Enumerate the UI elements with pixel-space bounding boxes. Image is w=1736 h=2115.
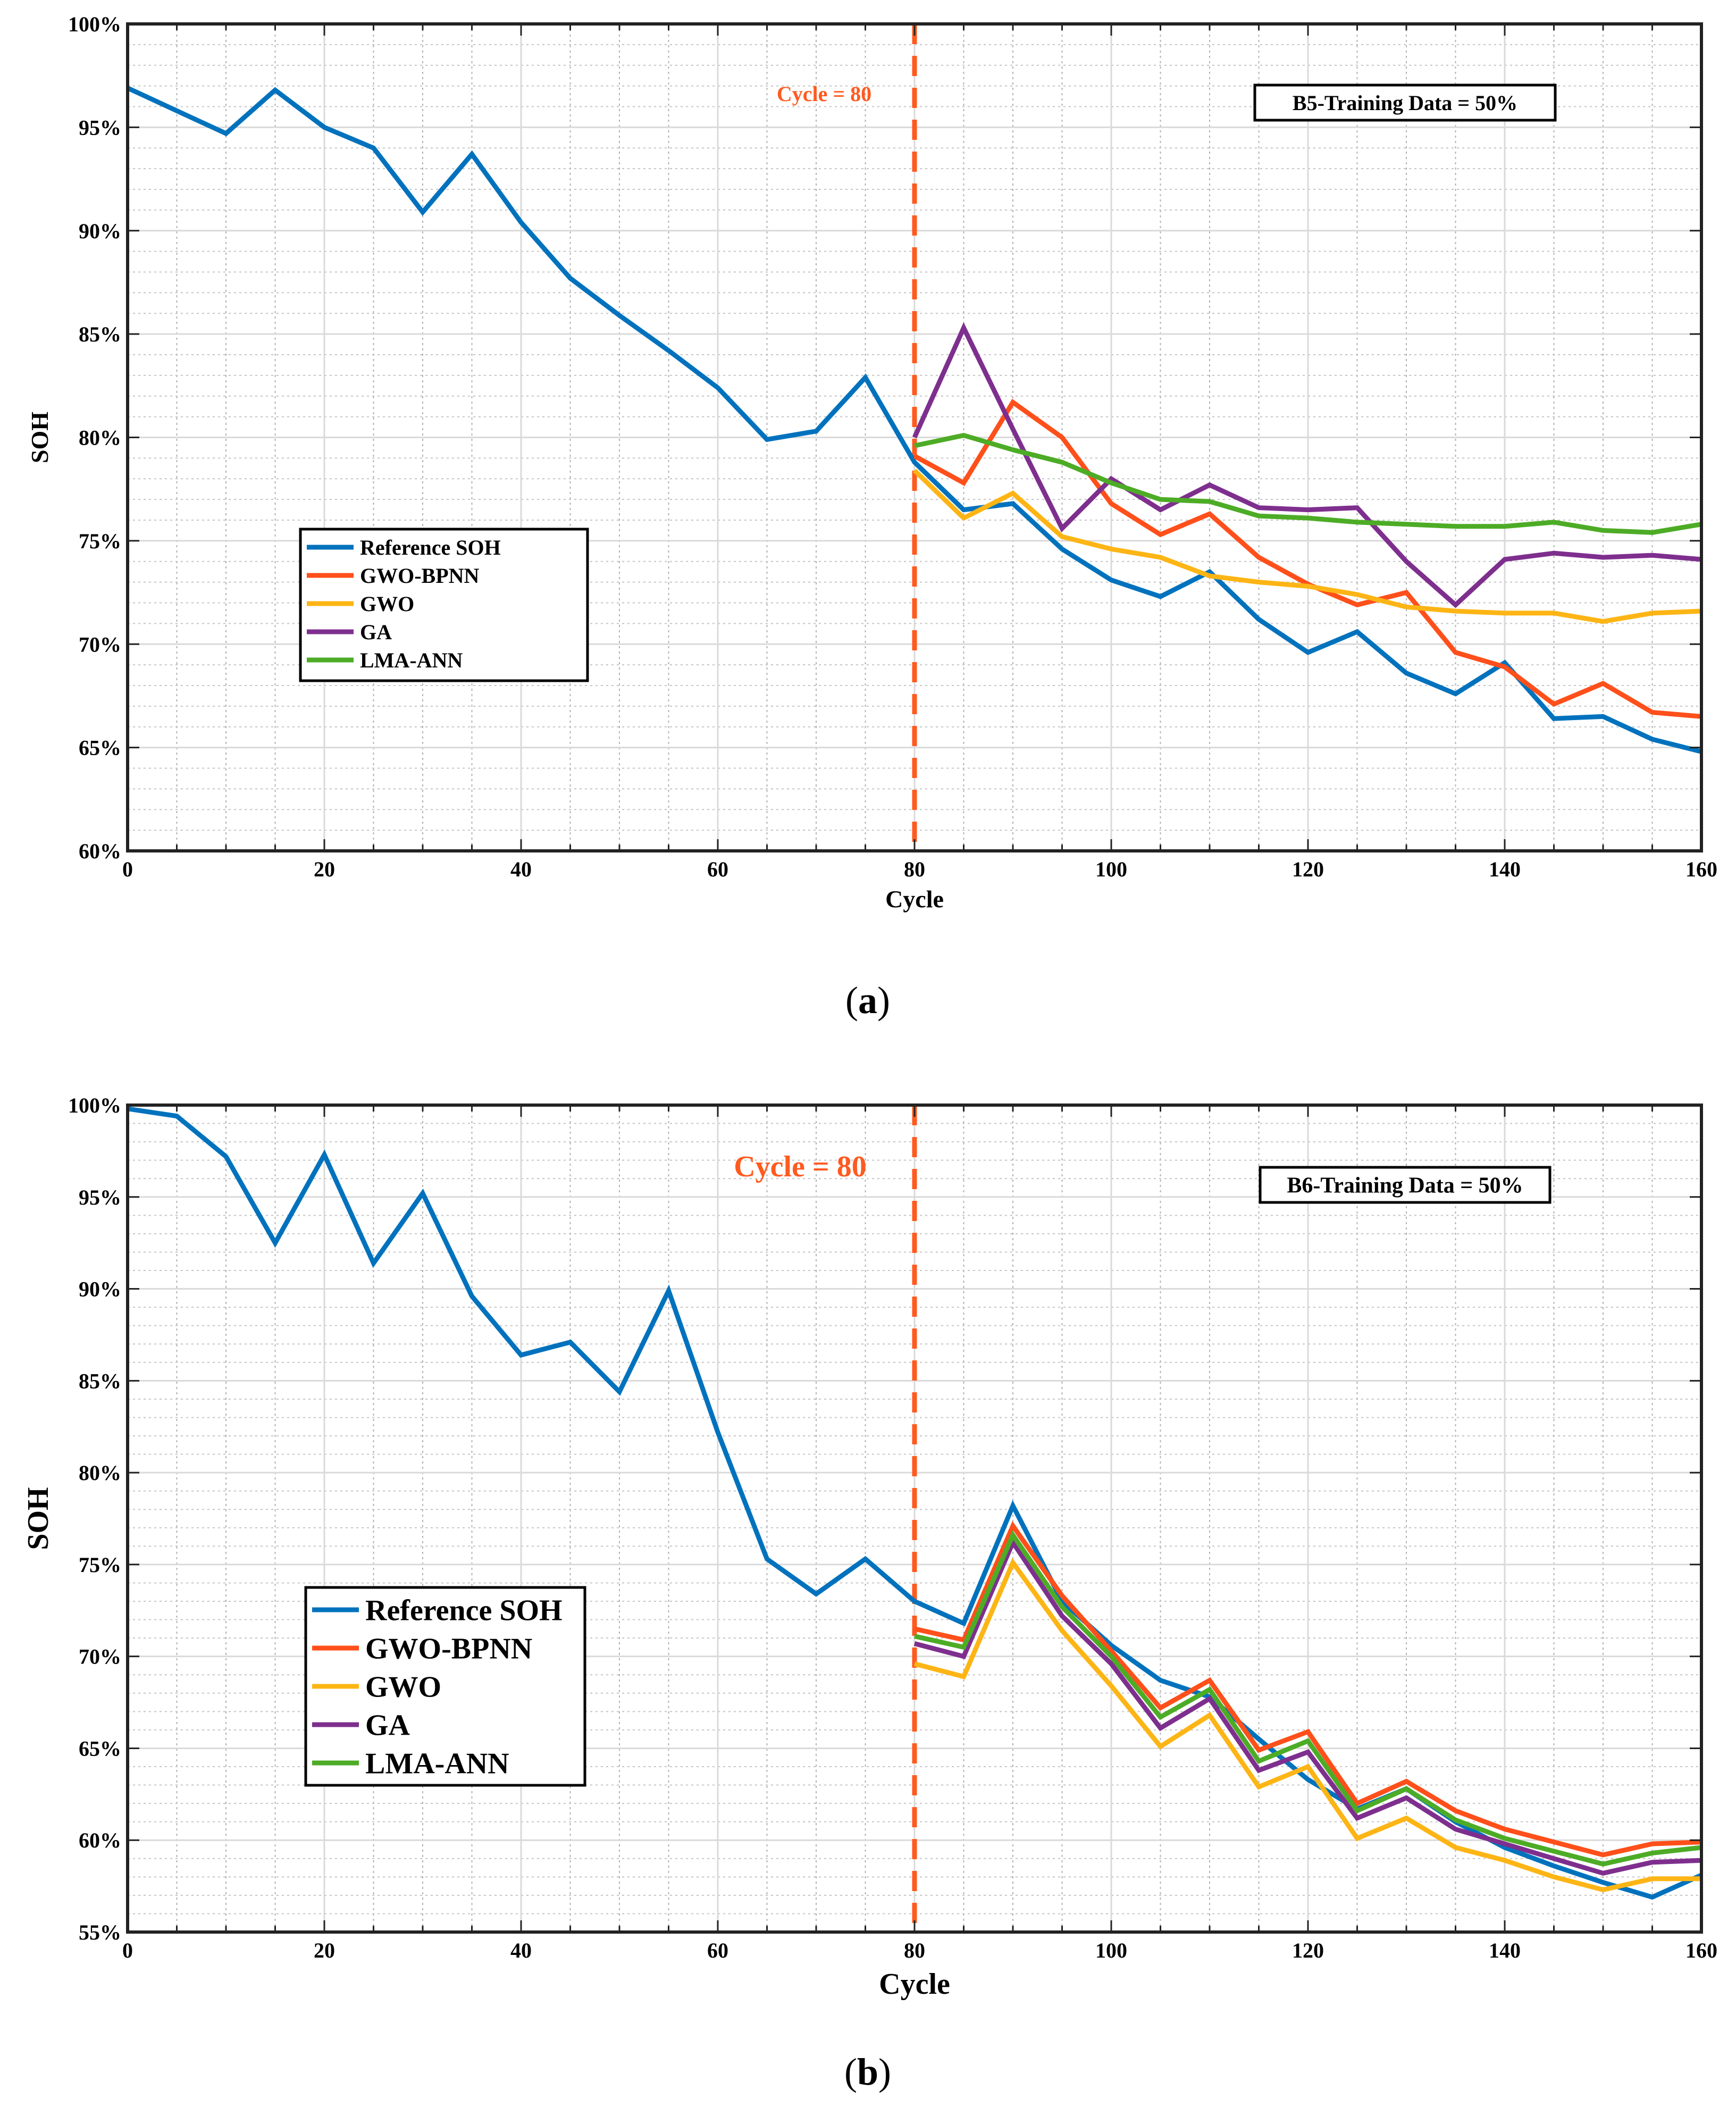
training-data-label: B5-Training Data = 50% (1293, 91, 1517, 115)
training-data-label: B6-Training Data = 50% (1287, 1174, 1523, 1198)
ticks (127, 1104, 1703, 1933)
series-line-gwo (913, 1558, 1701, 1893)
y-tick-label: 85% (79, 322, 121, 346)
legend: Reference SOH GWO-BPNN GWO GA LMA-ANN (304, 1586, 586, 1787)
legend-label: GWO (365, 1671, 441, 1704)
x-tick-label: 80 (904, 857, 925, 881)
x-tick-label: 0 (122, 857, 133, 881)
x-tick-label: 60 (707, 857, 728, 881)
x-tick-label: 40 (510, 1938, 532, 1962)
y-tick-label: 70% (79, 1645, 121, 1669)
y-tick-label: 100% (68, 1093, 121, 1117)
y-tick-label: 55% (79, 1920, 121, 1944)
training-data-box (1259, 1166, 1552, 1204)
panel-caption: (a) (845, 979, 890, 1022)
series-line-gwo (912, 469, 1702, 624)
legend-label: Reference SOH (360, 536, 501, 559)
legend-label: GWO-BPNN (360, 564, 480, 588)
x-tick-label: 20 (314, 1938, 335, 1962)
x-axis-label: Cycle (879, 1968, 950, 2001)
legend-label: GA (360, 620, 392, 644)
training-data-box (1253, 83, 1557, 122)
legend-label: LMA-ANN (360, 648, 463, 672)
y-tick-label: 70% (79, 632, 121, 656)
x-tick-label: 120 (1292, 857, 1324, 881)
x-tick-label: 160 (1685, 1938, 1717, 1962)
y-tick-label: 90% (79, 219, 121, 243)
series-line-reference-soh (127, 86, 1703, 754)
y-tick-label: 75% (79, 529, 121, 553)
y-tick-label: 60% (79, 839, 121, 863)
x-tick-label: 140 (1489, 1938, 1521, 1962)
y-tick-label: 95% (79, 115, 121, 139)
legend-label: Reference SOH (365, 1594, 563, 1627)
legend-label: GWO-BPNN (365, 1633, 532, 1666)
x-tick-label: 100 (1095, 857, 1127, 881)
x-axis-label: Cycle (885, 885, 944, 913)
legend: Reference SOH GWO-BPNN GWO GA LMA-ANN (299, 528, 589, 682)
y-tick-label: 90% (79, 1277, 121, 1301)
cycle-annotation: Cycle = 80 (777, 82, 871, 106)
series-line-lma-ann (914, 1530, 1702, 1867)
x-tick-label: 0 (122, 1938, 133, 1962)
series-group (127, 86, 1703, 754)
chart-panel-b: 0 20 40 60 80 100 120 140 160 55% 60% 65% 70% 75% 80% 8… (22, 1093, 1717, 2093)
x-tick-label: 160 (1685, 857, 1717, 881)
x-tick-label: 40 (510, 857, 532, 881)
y-tick-label: 60% (79, 1828, 121, 1852)
cycle-annotation: Cycle = 80 (734, 1150, 867, 1183)
panel-caption: (b) (844, 2051, 891, 2093)
legend-label: GA (365, 1709, 410, 1742)
x-tick-label: 20 (314, 857, 335, 881)
series-line-ga (913, 1537, 1702, 1876)
y-tick-label: 75% (79, 1553, 121, 1577)
legend-label: GWO (360, 592, 414, 616)
x-tick-label: 60 (707, 1938, 728, 1962)
y-tick-label: 100% (68, 12, 121, 36)
y-axis-label: SOH (22, 1487, 55, 1550)
series-line-gwo-bpnn (914, 1521, 1702, 1858)
chart-panel-a: 0 20 40 60 80 100 120 140 160 60% 65% 70% 75% 80% 85% 9… (26, 12, 1717, 1022)
y-tick-label: 85% (79, 1369, 121, 1393)
series-group (127, 1106, 1703, 1900)
y-axis-label: SOH (26, 412, 53, 463)
ticks (127, 23, 1703, 852)
y-tick-label: 65% (79, 1736, 121, 1760)
y-tick-label: 80% (79, 426, 121, 450)
x-tick-label: 80 (904, 1938, 925, 1962)
series-line-ga (912, 322, 1702, 608)
y-tick-label: 80% (79, 1461, 121, 1485)
x-tick-label: 140 (1489, 857, 1521, 881)
y-tick-label: 65% (79, 736, 121, 760)
legend-label: LMA-ANN (365, 1748, 509, 1780)
series-line-lma-ann (914, 432, 1702, 535)
y-tick-label: 95% (79, 1185, 121, 1209)
x-tick-label: 120 (1292, 1938, 1324, 1962)
x-tick-label: 100 (1095, 1938, 1127, 1962)
